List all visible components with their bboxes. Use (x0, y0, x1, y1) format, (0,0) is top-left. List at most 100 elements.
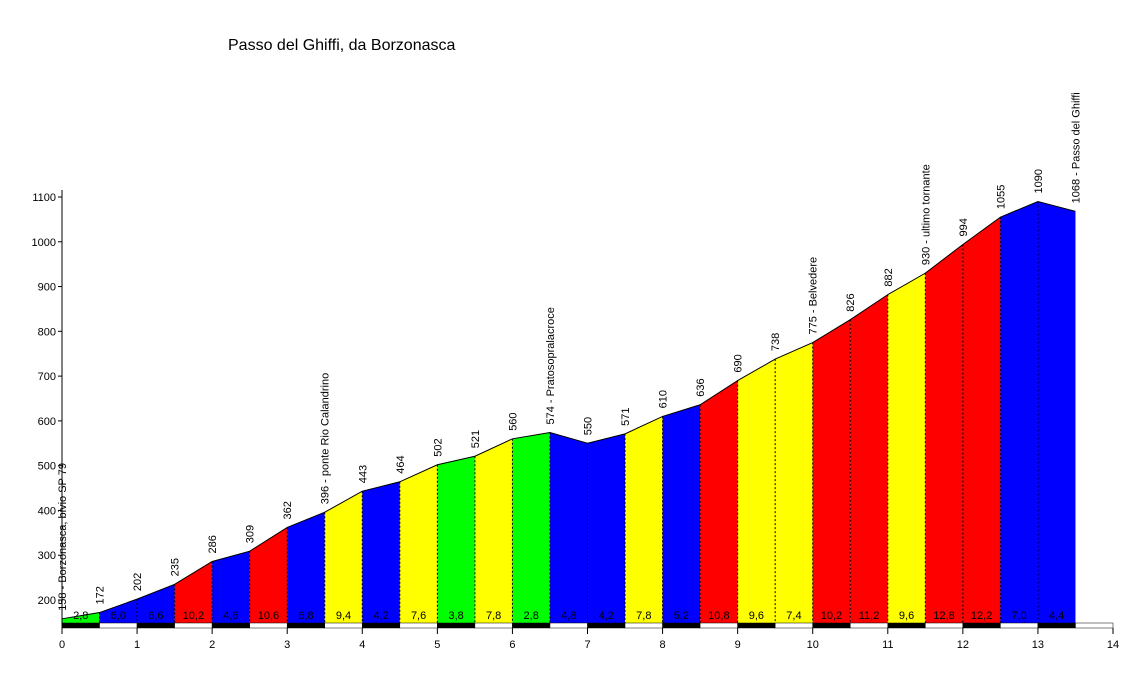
x-tick-label: 1 (134, 639, 140, 651)
gradient-segment (549, 432, 588, 623)
x-scale-block (1075, 622, 1114, 629)
x-tick-label: 5 (434, 639, 440, 651)
y-tick-label: 900 (38, 282, 56, 294)
gradient-segment (137, 584, 175, 623)
elevation-label: 826 (845, 293, 857, 311)
elevation-label: 636 (695, 378, 707, 396)
x-scale-block (812, 622, 851, 629)
x-scale-block (249, 622, 288, 629)
grade-label: 10,6 (258, 610, 279, 622)
x-scale-block (737, 622, 776, 629)
grade-label: 9,6 (899, 610, 914, 622)
chart-title: Passo del Ghiffi, da Borzonasca (228, 37, 455, 54)
gradient-segments: 2,8 6,0 6,6 10,2 4,6 10,6 6,8 9,4 4,2 7,6 3,8 7,8 2,… (61, 200, 1076, 623)
gradient-segment (62, 612, 100, 623)
gradient-segment (99, 599, 138, 623)
x-tick-label: 14 (1107, 639, 1119, 651)
grade-label: 10,8 (708, 610, 729, 622)
elevation-label: 882 (883, 268, 895, 286)
grade-label: 12,8 (933, 610, 954, 622)
elevation-label: 362 (282, 501, 294, 519)
x-tick-label: 12 (957, 639, 969, 651)
grade-label: 2,8 (73, 610, 88, 622)
x-tick-label: 8 (660, 639, 666, 651)
elevation-label: 930 - ultimo tornante (920, 164, 932, 265)
x-tick-label: 6 (509, 639, 515, 651)
grade-label: 6,8 (298, 610, 313, 622)
elevation-label: 994 (958, 218, 970, 236)
y-tick-label: 700 (38, 371, 56, 383)
x-tick-label: 11 (882, 639, 893, 651)
grade-label: 4,8 (561, 610, 576, 622)
x-scale-block (850, 622, 889, 629)
gradient-segment (850, 294, 888, 623)
x-scale-block (136, 622, 175, 629)
point-labels: 158 - Borzonasca, bivio SP 79 172 202 235 28… (57, 92, 1082, 611)
elevation-label: 502 (432, 438, 444, 456)
x-scale-block (399, 622, 438, 629)
x-scale-block (624, 622, 663, 629)
y-tick-label: 200 (38, 595, 56, 607)
grade-label: 2,8 (524, 610, 539, 622)
x-scale-block (587, 622, 626, 629)
elevation-label: 396 - ponte Rio Calandrino (320, 373, 332, 504)
gradient-segment (812, 319, 851, 623)
elevation-label: 286 (207, 535, 219, 553)
x-scale-block (512, 622, 551, 629)
gradient-segment (887, 273, 926, 623)
x-tick-label: 2 (209, 639, 215, 651)
y-tick-label: 800 (38, 326, 56, 338)
gradient-segment (775, 342, 813, 623)
grade-label: 9,6 (749, 610, 764, 622)
gradient-segment (962, 217, 1001, 623)
gradient-segment (587, 433, 626, 623)
gradient-segment (324, 491, 363, 623)
elevation-label: 550 (583, 417, 595, 435)
x-scale-block (174, 622, 213, 629)
gradient-segment (474, 438, 513, 623)
gradient-segment (399, 464, 438, 623)
x-scale-block (437, 622, 476, 629)
y-tick-label: 500 (38, 461, 56, 473)
x-scale-block (774, 622, 813, 629)
x-tick-label: 4 (359, 639, 365, 651)
elevation-label: 521 (470, 430, 482, 448)
gradient-segment (625, 416, 663, 623)
x-scale-block (324, 622, 363, 629)
grade-label: 10,2 (821, 610, 842, 622)
gradient-segment (437, 456, 475, 623)
x-scale-block (962, 622, 1001, 629)
x-scale-block (362, 622, 401, 629)
gradient-segment (662, 404, 701, 623)
grade-label: 11,2 (859, 610, 880, 622)
x-tick-label: 9 (735, 639, 741, 651)
y-tick-label: 1000 (32, 237, 56, 249)
grade-label: 7,6 (411, 610, 426, 622)
grade-label: 7,8 (486, 610, 501, 622)
gradient-segment (212, 551, 250, 623)
y-tick-label: 400 (38, 505, 56, 517)
grade-label: 7,8 (636, 610, 651, 622)
elevation-label: 158 - Borzonasca, bivio SP 79 (57, 463, 69, 611)
gradient-segment (287, 512, 325, 623)
grade-label: 4,4 (1049, 610, 1064, 622)
x-tick-label: 7 (584, 639, 590, 651)
gradient-segment (1037, 201, 1076, 623)
elevation-label: 1055 (995, 185, 1007, 209)
x-scale-block (474, 622, 513, 629)
grade-label: 10,2 (183, 610, 204, 622)
y-tick-label: 600 (38, 416, 56, 428)
grade-label: 4,6 (223, 610, 238, 622)
gradient-segment (700, 380, 738, 623)
y-tick-label: 1100 (32, 192, 56, 204)
gradient-segment (925, 244, 963, 623)
grade-label: 7,0 (1012, 610, 1027, 622)
profile-line (61, 200, 1076, 620)
elevation-label: 1068 - Passo del Ghiffi (1070, 92, 1082, 203)
grade-label: 6,6 (148, 610, 163, 622)
x-scale-block (286, 622, 326, 629)
x-scale-block (61, 622, 100, 629)
x-scale-block (211, 622, 250, 629)
elevation-label: 1090 (1033, 169, 1045, 193)
grade-label: 5,2 (674, 610, 689, 622)
